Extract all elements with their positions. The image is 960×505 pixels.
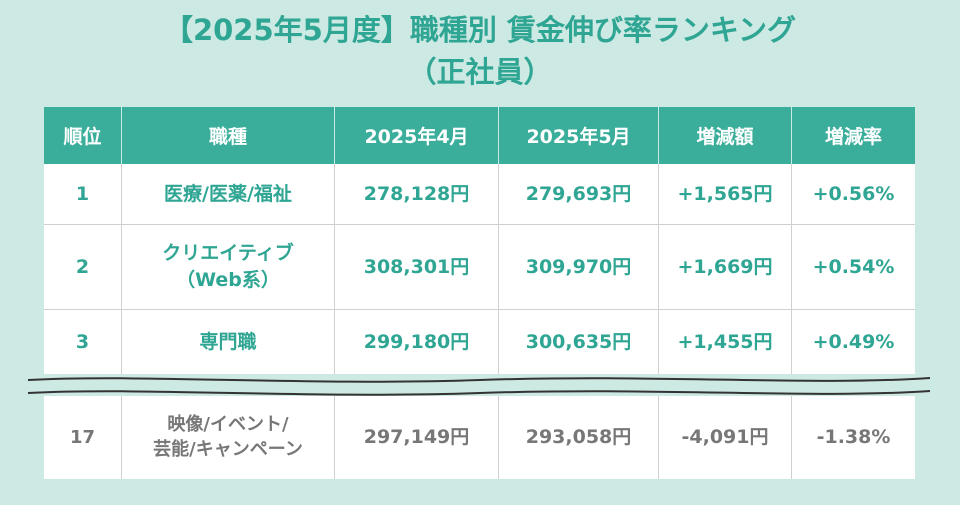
rate-cell: +0.49% [812, 331, 895, 353]
rank-cell: 17 [69, 426, 96, 448]
job-cell: 専門職 [122, 310, 334, 375]
diff-cell: +1,669円 [677, 255, 773, 278]
rank-cell: 2 [75, 255, 90, 278]
page-title: 【2025年5月度】職種別 賃金伸び率ランキング [163, 13, 797, 47]
diff-cell: +1,455円 [677, 331, 773, 353]
may-cell: 300,635円 [525, 331, 632, 353]
april-cell: 297,149円 [363, 425, 470, 448]
header-may: 2025年5月 [526, 126, 631, 148]
rank-cell: 3 [75, 331, 90, 353]
rank-cell: 1 [75, 182, 90, 205]
job-label-line1: 映像/イベント/ [167, 414, 289, 435]
may-cell: 279,693円 [525, 182, 632, 205]
header-rate: 増減率 [824, 126, 882, 148]
may-cell: 293,058円 [525, 425, 632, 448]
ranking-table: 順位 職種 2025年4月 2025年5月 増減額 増減率 1 医療/医薬/福祉… [44, 107, 915, 479]
april-cell: 278,128円 [363, 182, 470, 205]
job-cell: 医療/医薬/福祉 [122, 164, 334, 224]
job-label: 専門職 [199, 331, 257, 353]
header-diff: 増減額 [696, 126, 754, 148]
page-subtitle: （正社員） [407, 55, 553, 89]
rate-cell: -1.38% [816, 425, 891, 448]
april-cell: 299,180円 [363, 331, 470, 353]
header-job: 職種 [208, 126, 247, 148]
job-label: 医療/医薬/福祉 [164, 182, 292, 205]
header-rank: 順位 [63, 126, 102, 148]
job-cell: クリエイティブ （Web系） [122, 225, 334, 309]
diff-cell: +1,565円 [677, 182, 773, 205]
table-header: 順位 職種 2025年4月 2025年5月 増減額 増減率 [44, 107, 915, 164]
diff-cell: -4,091円 [681, 425, 769, 448]
job-label-line1: クリエイティブ [162, 242, 294, 264]
may-cell: 309,970円 [525, 255, 632, 278]
job-label-line2: 芸能/キャンペーン [153, 439, 303, 460]
wave-line-top [27, 377, 931, 383]
job-label-line2: （Web系） [176, 269, 280, 291]
rate-cell: +0.54% [812, 255, 895, 278]
job-cell: 映像/イベント/ 芸能/キャンペーン [122, 395, 334, 479]
rate-cell: +0.56% [812, 182, 895, 205]
wave-line-bottom [27, 390, 931, 396]
header-april: 2025年4月 [364, 126, 469, 148]
april-cell: 308,301円 [363, 255, 470, 278]
